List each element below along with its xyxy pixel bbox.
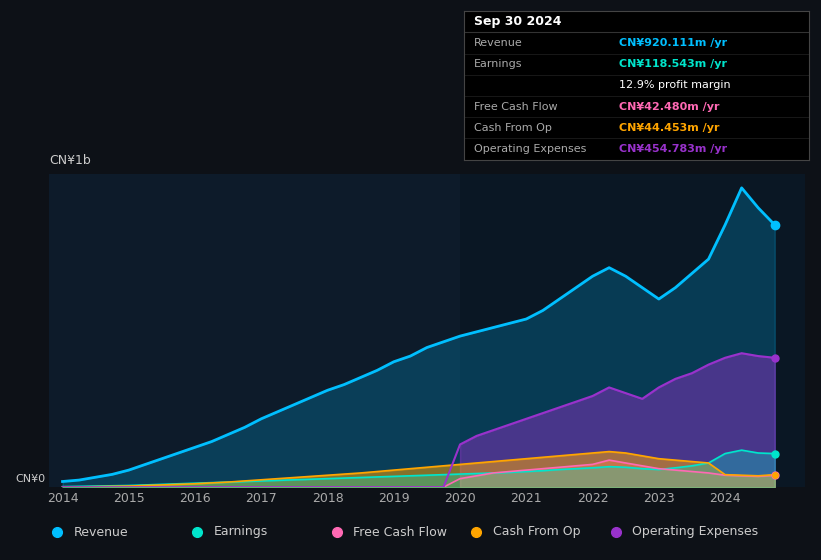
Text: CN¥118.543m /yr: CN¥118.543m /yr <box>619 59 727 69</box>
Text: CN¥920.111m /yr: CN¥920.111m /yr <box>619 38 727 48</box>
Text: Operating Expenses: Operating Expenses <box>632 525 759 539</box>
Text: Free Cash Flow: Free Cash Flow <box>475 101 557 111</box>
Bar <box>460 174 805 487</box>
Text: Cash From Op: Cash From Op <box>493 525 580 539</box>
Text: Revenue: Revenue <box>475 38 523 48</box>
Text: CN¥0: CN¥0 <box>16 474 45 484</box>
Text: Sep 30 2024: Sep 30 2024 <box>475 15 562 29</box>
Text: CN¥44.453m /yr: CN¥44.453m /yr <box>619 123 719 133</box>
Text: Cash From Op: Cash From Op <box>475 123 552 133</box>
Text: CN¥454.783m /yr: CN¥454.783m /yr <box>619 144 727 154</box>
Text: CN¥1b: CN¥1b <box>49 155 91 167</box>
Text: CN¥42.480m /yr: CN¥42.480m /yr <box>619 101 719 111</box>
Text: Earnings: Earnings <box>475 59 523 69</box>
Text: Earnings: Earnings <box>213 525 268 539</box>
Text: 12.9% profit margin: 12.9% profit margin <box>619 81 731 90</box>
Text: Revenue: Revenue <box>74 525 129 539</box>
Text: Free Cash Flow: Free Cash Flow <box>353 525 447 539</box>
Text: Operating Expenses: Operating Expenses <box>475 144 586 154</box>
